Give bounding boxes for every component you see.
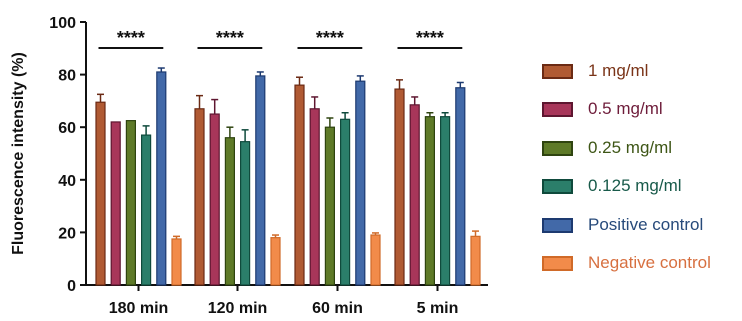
significance-label: **** — [117, 28, 145, 48]
legend-label: 0.125 mg/ml — [588, 176, 682, 196]
bar — [156, 71, 167, 286]
y-axis-title: Fluorescence intensity (%) — [10, 52, 27, 255]
y-tick-label: 60 — [58, 120, 76, 137]
bar — [370, 234, 381, 286]
x-tick-label: 120 min — [208, 300, 268, 317]
legend-label: Negative control — [588, 252, 711, 272]
y-tick-label: 40 — [58, 173, 76, 190]
chart-legend: 1 mg/ml 0.5 mg/ml 0.25 mg/ml 0.125 mg/ml Pos… — [542, 60, 742, 290]
y-tick-label: 80 — [58, 68, 76, 85]
bar — [110, 121, 121, 286]
legend-item: Negative control — [542, 252, 742, 290]
bar — [440, 116, 451, 286]
bar — [270, 237, 281, 286]
legend-swatch — [542, 217, 573, 233]
significance-label: **** — [316, 28, 344, 48]
legend-item: 0.25 mg/ml — [542, 137, 742, 175]
significance-label: **** — [216, 28, 244, 48]
legend-swatch — [542, 140, 573, 156]
x-tick-label: 60 min — [312, 300, 363, 317]
bar — [355, 80, 366, 286]
bar — [455, 87, 466, 286]
y-tick-label: 20 — [58, 225, 76, 242]
legend-label: 0.25 mg/ml — [588, 137, 673, 157]
legend-label: 1 mg/ml — [588, 61, 649, 80]
bar — [294, 84, 305, 286]
bar — [324, 126, 335, 286]
legend-swatch — [542, 102, 573, 118]
bar — [194, 108, 205, 286]
legend-swatch — [542, 255, 573, 271]
bar — [470, 235, 481, 286]
bar — [340, 118, 351, 286]
bar — [240, 141, 251, 286]
legend-item: Positive control — [542, 214, 742, 252]
significance-label: **** — [416, 28, 444, 48]
bar — [255, 75, 266, 286]
legend-swatch — [542, 64, 573, 79]
bar — [171, 238, 182, 286]
bar — [141, 134, 152, 286]
bar — [409, 104, 420, 286]
legend-item: 0.125 mg/ml — [542, 175, 742, 213]
bar — [394, 88, 405, 286]
bar — [309, 108, 320, 286]
legend-item: 0.5 mg/ml — [542, 98, 742, 136]
legend-item: 1 mg/ml — [542, 60, 742, 98]
bar — [209, 113, 220, 286]
bar — [125, 120, 137, 286]
bar — [424, 116, 435, 286]
x-tick-label: 5 min — [417, 300, 459, 317]
y-tick-label: 100 — [49, 15, 76, 32]
bar — [95, 101, 106, 286]
x-tick-label: 180 min — [109, 300, 169, 317]
y-tick-label: 0 — [67, 278, 76, 295]
bar — [224, 137, 235, 286]
legend-label: 0.5 mg/ml — [588, 99, 663, 119]
legend-swatch — [542, 179, 573, 195]
legend-label: Positive control — [588, 214, 704, 234]
